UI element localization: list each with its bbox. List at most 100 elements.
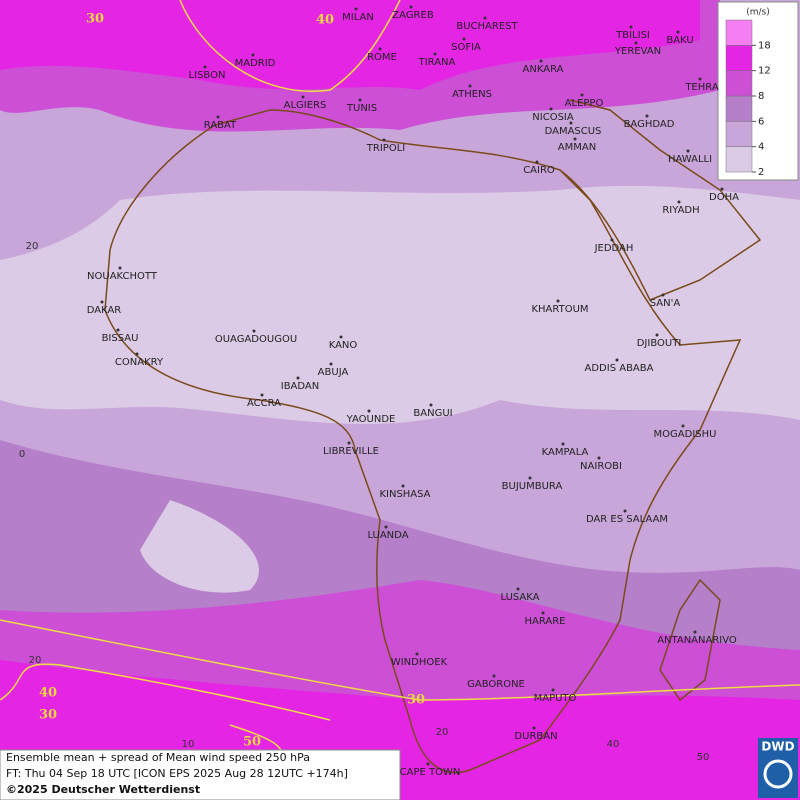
city-dot xyxy=(116,328,120,332)
arabia-coast xyxy=(559,99,762,301)
city-dot xyxy=(468,84,472,88)
city-dot xyxy=(483,16,487,20)
city-dot xyxy=(216,115,220,119)
city-dot xyxy=(556,299,560,303)
city-label: KANO xyxy=(329,340,358,351)
legend: (m/s) 2 4 6 8 12 18 xyxy=(717,1,799,181)
city-dot xyxy=(532,726,536,730)
city-label: DURBAN xyxy=(514,731,557,742)
city-dot xyxy=(597,456,601,460)
city-label: YEREVAN xyxy=(614,46,661,57)
caption: ©2025 Deutscher Wetterdienst xyxy=(6,783,200,796)
contour-label: 40 xyxy=(316,13,334,28)
contour-label: 30 xyxy=(86,12,104,27)
city-dot xyxy=(629,25,633,29)
city-dot xyxy=(610,238,614,242)
city-label: LUANDA xyxy=(367,530,408,541)
city-dot xyxy=(661,293,665,297)
city-label: TUNIS xyxy=(346,103,377,114)
city-label: ACCRA xyxy=(247,398,281,409)
city-dot xyxy=(541,611,545,615)
legend-swatch xyxy=(725,146,753,173)
city-label: ALGIERS xyxy=(284,100,327,111)
city-dot xyxy=(551,688,555,692)
lon-label: 10 xyxy=(182,739,195,750)
city-label: SOFIA xyxy=(451,42,481,53)
city-label: SAN'A xyxy=(650,298,681,309)
city-dot xyxy=(401,484,405,488)
city-label: MADRID xyxy=(235,58,276,69)
contour xyxy=(179,0,401,92)
light-patch xyxy=(140,500,259,593)
city-dot xyxy=(698,77,702,81)
city-dot xyxy=(135,352,139,356)
city-label: DAKAR xyxy=(87,305,122,316)
city-dot xyxy=(561,442,565,446)
city-dot xyxy=(693,630,697,634)
logo-text: DWD xyxy=(761,740,794,754)
city-dot xyxy=(409,5,413,9)
city-dot xyxy=(462,37,466,41)
city-dot xyxy=(655,333,659,337)
contour xyxy=(0,663,331,721)
city-dot xyxy=(384,525,388,529)
city-dot xyxy=(118,266,122,270)
legend-swatch xyxy=(725,45,753,71)
city-dot xyxy=(347,441,351,445)
city-label: BUCHAREST xyxy=(456,21,518,32)
city-dot xyxy=(615,358,619,362)
city-label: ANTANANARIVO xyxy=(657,635,737,646)
city-dot xyxy=(634,41,638,45)
city-label: CAPE TOWN xyxy=(400,767,461,778)
jet-north-core xyxy=(0,0,700,90)
contour-label: 50 xyxy=(243,735,261,750)
city-label: HAWALLI xyxy=(668,154,712,165)
city-label: CAIRO xyxy=(523,165,555,176)
contour-label: 30 xyxy=(407,693,425,708)
city-label: BISSAU xyxy=(102,333,139,344)
city-label: TRIPOLI xyxy=(366,143,405,154)
city-dot xyxy=(535,160,539,164)
contour-label: 40 xyxy=(39,686,57,701)
city-label: DOHA xyxy=(709,192,739,203)
city-dot xyxy=(358,98,362,102)
city-dot xyxy=(339,335,343,339)
city-label: DAR ES SALAAM xyxy=(586,514,668,525)
logo-icon xyxy=(763,759,793,789)
city-dot xyxy=(573,137,577,141)
city-dot xyxy=(720,187,724,191)
city-dot xyxy=(677,200,681,204)
lat-label: 20 xyxy=(26,241,39,252)
legend-swatch xyxy=(725,19,753,46)
legend-tick-label: 2 xyxy=(758,167,764,178)
city-label: ALEPPO xyxy=(565,98,604,109)
city-dot xyxy=(382,138,386,142)
city-label: MAPUTO xyxy=(534,693,577,704)
city-label: LISBON xyxy=(189,70,226,81)
city-label: CONAKRY xyxy=(115,357,164,368)
city-label: KHARTOUM xyxy=(531,304,588,315)
city-label: BAGHDAD xyxy=(624,119,675,130)
lat-label: 0 xyxy=(19,449,25,460)
city-label: ANKARA xyxy=(523,64,564,75)
lat-label: 20 xyxy=(29,655,42,666)
madagascar xyxy=(659,578,721,702)
city-label: WINDHOEK xyxy=(391,657,448,668)
legend-tick-label: 4 xyxy=(758,142,764,153)
legend-unit: (m/s) xyxy=(746,8,770,18)
city-label: RABAT xyxy=(204,120,237,131)
legend-swatch xyxy=(725,70,753,97)
city-dot xyxy=(260,393,264,397)
city-dot xyxy=(301,95,305,99)
city-dot xyxy=(549,107,553,111)
city-dot xyxy=(378,47,382,51)
legend-tick-label: 8 xyxy=(758,91,764,102)
city-dot xyxy=(676,30,680,34)
city-dot xyxy=(367,409,371,413)
city-dot xyxy=(569,121,573,125)
city-dot xyxy=(329,362,333,366)
contour xyxy=(0,619,800,701)
city-label: NAIROBI xyxy=(580,461,622,472)
city-dot xyxy=(516,587,520,591)
